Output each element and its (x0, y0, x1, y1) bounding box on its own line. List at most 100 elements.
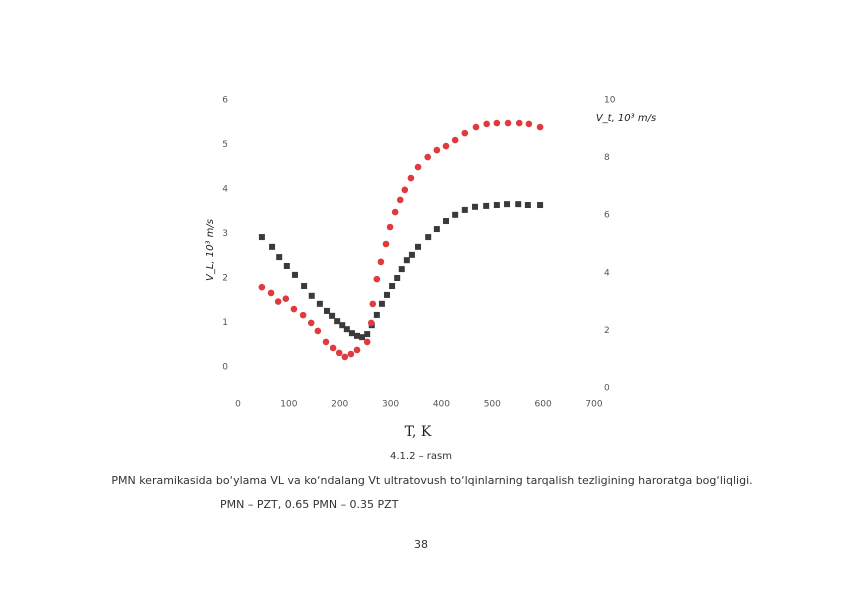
data-point (493, 202, 500, 209)
data-point (347, 350, 355, 358)
data-point (537, 202, 544, 209)
y-tick-label: 5 (222, 140, 228, 150)
y2-tick-label: 0 (604, 384, 610, 394)
page-number: 38 (414, 538, 428, 551)
data-point (398, 266, 405, 273)
data-point (472, 123, 480, 131)
figure-number: 4.1.2 – rasm (390, 451, 452, 462)
y-tick-label: 1 (222, 318, 228, 328)
data-point (369, 300, 377, 308)
data-point (378, 300, 385, 307)
data-point (329, 312, 336, 319)
data-point (483, 202, 490, 209)
x-tick-label: 700 (585, 400, 602, 410)
subcaption: PMN – PZT, 0.65 PMN – 0.35 PZT (220, 498, 399, 511)
data-point (314, 327, 322, 335)
data-point (483, 120, 490, 128)
data-point (299, 311, 307, 319)
data-point (407, 174, 415, 182)
y2-tick-label: 6 (604, 211, 610, 221)
data-point (391, 208, 399, 216)
y-axis-label: V_L, 10³ m/s (205, 219, 216, 281)
data-point (373, 275, 381, 283)
y-tick-label: 0 (222, 363, 228, 373)
x-tick-label: 600 (535, 400, 552, 410)
data-point (341, 353, 349, 361)
data-point (414, 163, 422, 171)
data-point (301, 283, 308, 290)
data-point (377, 258, 385, 266)
data-point (461, 206, 468, 213)
data-point (316, 300, 323, 307)
data-point (471, 203, 478, 210)
data-point (384, 291, 391, 298)
data-point (401, 186, 409, 194)
data-point (394, 275, 401, 281)
y2-axis-label: V_t, 10³ m/s (596, 113, 656, 124)
data-point (269, 243, 276, 250)
data-point (329, 344, 337, 352)
data-point (282, 295, 290, 303)
data-point (525, 120, 533, 128)
data-point (307, 319, 315, 327)
y-tick-label: 3 (222, 229, 228, 239)
data-point (504, 201, 511, 208)
data-point (433, 146, 441, 154)
data-point (339, 322, 346, 329)
data-point (308, 292, 315, 299)
data-point (354, 332, 361, 339)
data-point (283, 262, 290, 269)
data-point (353, 346, 361, 354)
data-point (451, 136, 459, 144)
data-point (389, 283, 396, 290)
y-tick-label: 6 (222, 96, 228, 106)
y2-tick-label: 8 (604, 153, 610, 163)
data-point (274, 298, 282, 305)
data-point (408, 251, 415, 258)
data-point (258, 234, 265, 241)
data-point (335, 349, 343, 357)
data-point (386, 223, 394, 231)
caption: PMN keramikasida bo‘ylama VL va ko‘ndala… (111, 474, 752, 487)
x-tick-label: 0 (235, 400, 241, 410)
y-tick-label: 4 (222, 185, 228, 195)
data-point (382, 240, 390, 248)
y2-tick-label: 10 (604, 96, 616, 106)
data-point (324, 307, 330, 314)
data-point (504, 119, 512, 127)
data-point (363, 338, 371, 346)
data-point (364, 331, 371, 338)
data-point (290, 305, 298, 313)
x-tick-label: 500 (484, 400, 501, 410)
data-point (367, 319, 375, 327)
data-point (536, 123, 544, 131)
x-tick-label: 200 (331, 400, 348, 410)
data-point (276, 254, 283, 261)
data-point (515, 119, 523, 127)
data-point (343, 326, 350, 333)
x-tick-label: 100 (280, 400, 297, 410)
data-point (452, 211, 459, 218)
data-point (493, 119, 501, 127)
x-tick-label: 300 (382, 400, 399, 410)
y2-tick-label: 2 (604, 326, 610, 336)
data-point (258, 283, 266, 291)
data-point (415, 243, 422, 250)
data-point (373, 311, 380, 318)
data-point (425, 234, 432, 241)
data-point (334, 318, 341, 325)
data-point (396, 196, 404, 204)
data-point (359, 334, 366, 341)
data-point (443, 218, 450, 225)
data-point (291, 271, 298, 278)
data-point (403, 257, 410, 264)
data-point (442, 142, 450, 150)
data-point (348, 330, 355, 337)
data-point (267, 289, 275, 297)
y2-tick-label: 4 (604, 268, 610, 278)
data-point (524, 202, 531, 209)
x-axis-label: T, K (405, 424, 432, 440)
data-point (322, 338, 330, 346)
